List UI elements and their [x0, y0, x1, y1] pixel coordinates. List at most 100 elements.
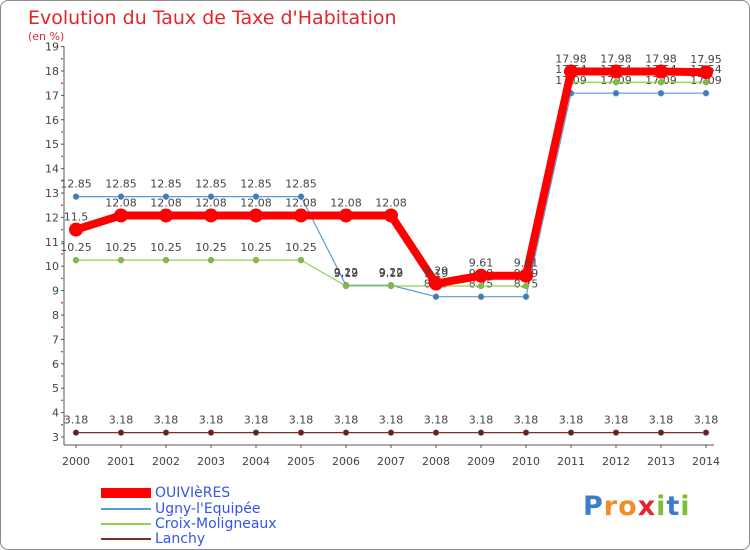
x-tick-label: 2006 [332, 455, 360, 468]
chart-subtitle: (en %) [28, 30, 65, 43]
logo-letter: i [680, 491, 691, 522]
y-tick-label: 6 [52, 358, 59, 371]
data-point [159, 208, 173, 223]
data-point [612, 78, 620, 86]
data-label: 12.08 [375, 196, 407, 209]
data-point [609, 64, 623, 79]
data-point [114, 208, 128, 223]
data-label: 12.85 [195, 178, 227, 191]
data-point [297, 193, 305, 200]
data-point [252, 429, 260, 436]
y-tick-label: 12 [45, 211, 59, 224]
legend-item-lanchy: Lanchy [101, 531, 205, 547]
data-label: 17.98 [600, 52, 632, 65]
data-label: 3.18 [694, 414, 719, 427]
data-label: 12.85 [105, 178, 137, 191]
logo-letter: t [666, 491, 681, 522]
data-point [72, 256, 80, 264]
series-croix-moligneaux: 10.25 10.25 10.25 10.25 10.25 10.259.19 9.19 9.… [60, 63, 722, 290]
legend-label: Croix-Moligneaux [155, 516, 277, 532]
data-label: 3.18 [334, 414, 359, 427]
data-point [339, 208, 353, 223]
data-label: 17.98 [645, 52, 677, 65]
data-point [387, 429, 395, 436]
data-label: 12.85 [60, 178, 92, 191]
y-minor-dot [61, 253, 63, 255]
data-point [117, 429, 125, 436]
y-tick-label: 18 [45, 65, 59, 78]
data-point [654, 64, 668, 79]
data-point [162, 193, 170, 200]
data-label: 3.18 [469, 414, 494, 427]
y-tick-label: 11 [45, 236, 59, 249]
data-point [117, 193, 125, 200]
data-point [249, 208, 263, 223]
y-tick-label: 10 [45, 260, 59, 273]
data-point [162, 256, 170, 264]
data-label: 10.25 [150, 241, 182, 254]
data-point [252, 256, 260, 264]
data-point [294, 208, 308, 223]
y-tick-label: 9 [52, 285, 59, 298]
data-point [522, 282, 530, 290]
x-tick-label: 2009 [467, 455, 495, 468]
x-tick-label: 2004 [242, 455, 270, 468]
data-label: 12.85 [150, 178, 182, 191]
data-point [297, 429, 305, 436]
legend-label: OUIVIèRES [155, 485, 231, 501]
y-minor-dot [61, 82, 63, 85]
data-point [522, 293, 530, 300]
y-minor-dot [61, 350, 63, 353]
data-label: 3.18 [154, 414, 179, 427]
data-point [702, 89, 710, 97]
data-label: 10.25 [60, 241, 92, 254]
data-point [297, 256, 305, 264]
data-point [72, 429, 80, 436]
legend-item-croix-moligneaux: Croix-Moligneaux [101, 516, 277, 532]
logo-letter: P [583, 491, 604, 522]
data-point [567, 429, 575, 436]
legend-swatch [101, 538, 151, 540]
x-tick-label: 2008 [422, 455, 450, 468]
y-minor-dot [61, 399, 63, 402]
y-tick-label: 17 [45, 89, 59, 102]
data-label: 12.85 [240, 178, 272, 191]
logo-letter: i [656, 491, 667, 522]
x-tick-label: 2000 [62, 455, 90, 468]
y-minor-dot [61, 155, 63, 158]
data-label: 17.95 [690, 53, 722, 66]
data-point [564, 64, 578, 79]
data-point [522, 429, 530, 436]
data-point [702, 429, 710, 436]
y-tick-label: 4 [52, 407, 59, 420]
y-tick-label: 13 [45, 187, 59, 200]
y-minor-dot [61, 277, 63, 280]
data-point [69, 222, 83, 237]
data-point [612, 89, 620, 97]
data-label: 3.18 [604, 414, 629, 427]
x-tick-label: 2014 [692, 455, 720, 468]
x-tick-label: 2007 [377, 455, 405, 468]
y-minor-dot [61, 131, 63, 133]
data-point [207, 429, 215, 436]
data-label: 10.25 [195, 241, 227, 254]
data-label: 9.61 [469, 257, 494, 270]
y-tick-label: 14 [45, 163, 59, 176]
y-tick-label: 7 [52, 333, 59, 346]
legend-label: Lanchy [155, 531, 206, 547]
data-point [432, 429, 440, 436]
series-ugny-l-equip-e: 12.8512.8512.8512.8512.8512.859.229.228.… [60, 74, 722, 300]
data-label: 9.22 [379, 266, 404, 279]
data-point [387, 282, 395, 290]
data-label: 12.08 [105, 196, 137, 209]
x-tick-label: 2010 [512, 455, 540, 468]
data-label: 10.25 [285, 241, 317, 254]
data-point [252, 193, 260, 200]
data-label: 3.18 [64, 414, 89, 427]
data-point [474, 268, 488, 283]
data-point [342, 429, 350, 436]
data-point [477, 429, 485, 436]
data-label: 3.18 [199, 414, 224, 427]
x-tick-label: 2011 [557, 455, 585, 468]
y-minor-dot [61, 375, 63, 377]
